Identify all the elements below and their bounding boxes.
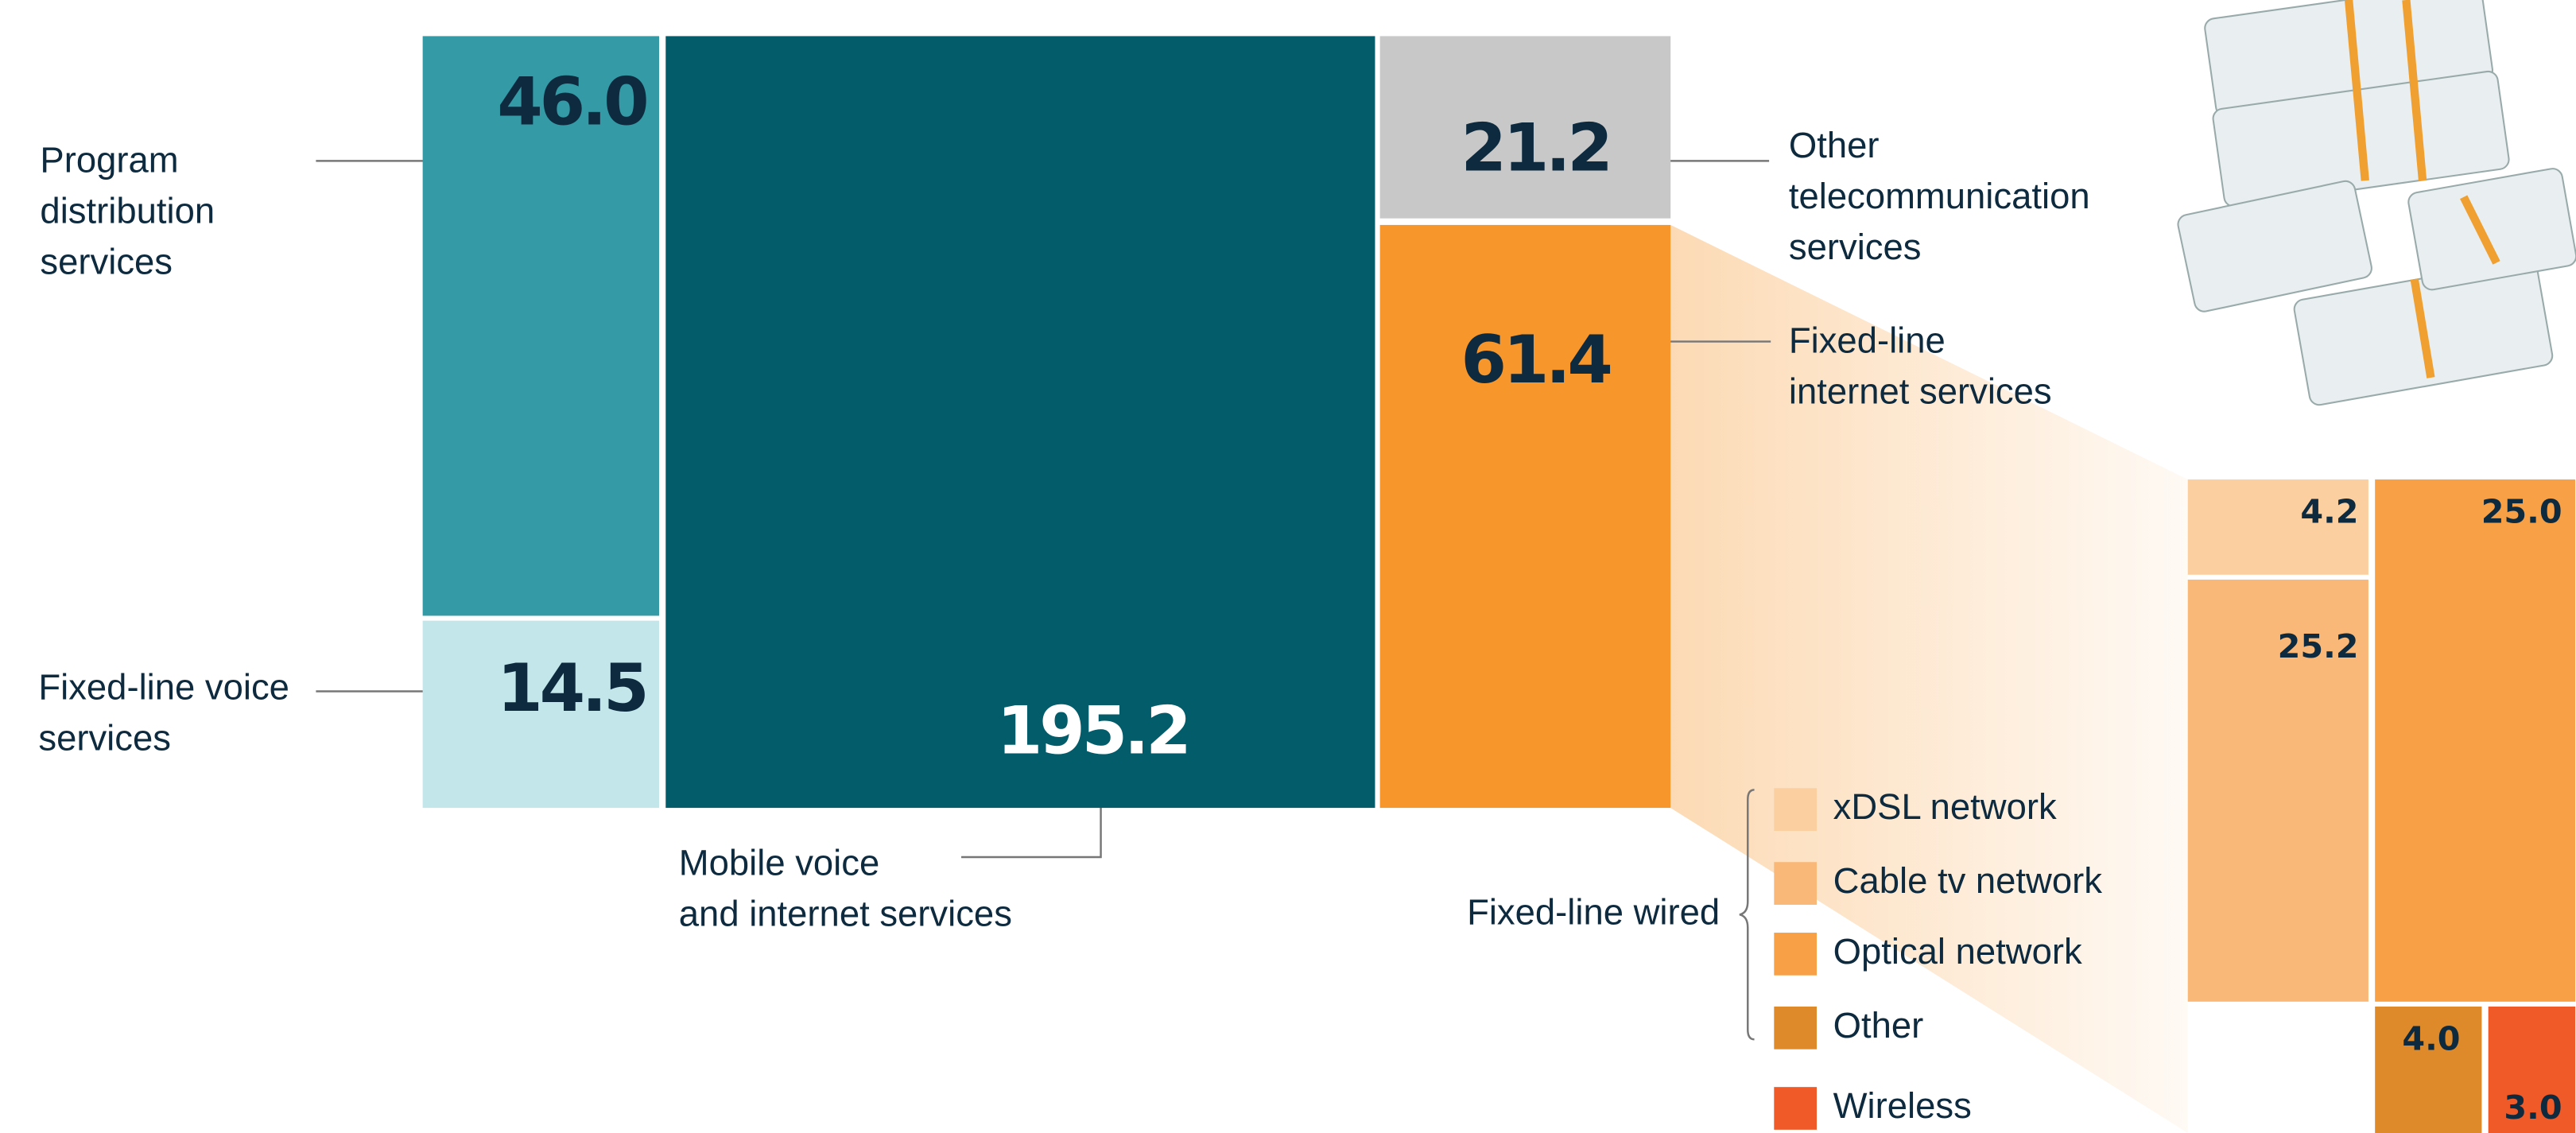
legend-label: Optical network xyxy=(1833,931,2082,972)
category-label: services xyxy=(40,242,173,282)
zoom-fan xyxy=(1670,224,2188,1133)
value-label: 4.2 xyxy=(2300,492,2358,530)
sub-tile xyxy=(2375,1006,2482,1133)
category-label: services xyxy=(1789,227,1922,267)
value-label: 25.2 xyxy=(2278,627,2359,665)
value-label: 195.2 xyxy=(997,693,1189,770)
legend-label: Cable tv network xyxy=(1833,860,2103,901)
category-label: internet services xyxy=(1789,371,2052,412)
tile xyxy=(422,36,660,616)
legend-swatch xyxy=(1774,933,1817,976)
legend-label: Other xyxy=(1833,1005,1924,1046)
value-label: 25.0 xyxy=(2481,492,2562,530)
legend-swatch xyxy=(1774,1087,1817,1130)
tile xyxy=(665,36,1375,809)
tile xyxy=(422,620,660,809)
sub-tile xyxy=(2187,479,2368,575)
legend-swatch xyxy=(1774,1006,1817,1050)
value-label: 4.0 xyxy=(2402,1019,2460,1057)
category-label: Program xyxy=(40,139,178,180)
category-label: Fixed-line xyxy=(1789,320,1946,361)
value-label: 3.0 xyxy=(2504,1088,2562,1127)
category-label: telecommunication xyxy=(1789,176,2090,216)
value-label: 46.0 xyxy=(497,64,646,141)
sub-tile xyxy=(2375,479,2576,1002)
value-label: 14.5 xyxy=(497,650,646,727)
value-label: 21.2 xyxy=(1461,111,1610,187)
legend-label: Wireless xyxy=(1833,1085,1972,1126)
value-label: 61.4 xyxy=(1461,322,1611,398)
money-illustration xyxy=(2177,0,2576,406)
category-label: services xyxy=(38,717,171,758)
category-label: distribution xyxy=(40,190,215,231)
tile xyxy=(1379,224,1671,809)
legend-swatch xyxy=(1774,862,1817,905)
sub-tile xyxy=(2488,1006,2576,1133)
group-label: Fixed-line wired xyxy=(1467,891,1720,932)
tile xyxy=(1379,36,1671,219)
category-label: Other xyxy=(1789,125,1880,165)
legend-swatch xyxy=(1774,788,1817,831)
category-label: Fixed-line voice xyxy=(38,666,289,707)
sub-tile xyxy=(2187,580,2368,1002)
legend-label: xDSL network xyxy=(1833,786,2057,827)
category-label: Mobile voice xyxy=(679,842,879,883)
category-label: and internet services xyxy=(679,893,1012,933)
